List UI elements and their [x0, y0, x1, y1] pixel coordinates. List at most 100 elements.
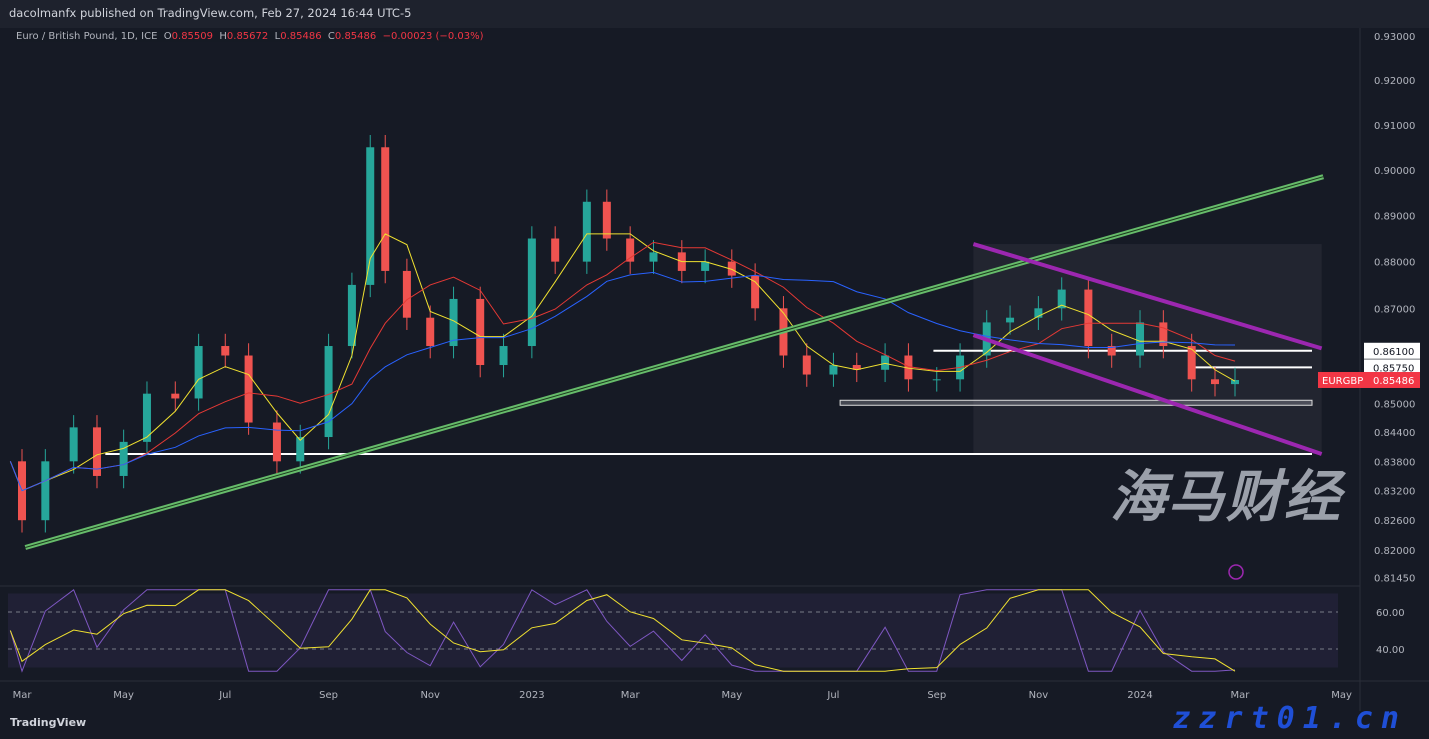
price-label: 0.86100	[1373, 347, 1414, 358]
symbol-legend: Euro / British Pound, 1D, ICE O0.85509 H…	[16, 31, 484, 42]
time-tick-label: 2024	[1127, 690, 1152, 701]
channel-lower-line	[972, 333, 1323, 456]
candle-body	[402, 270, 411, 318]
candle-body	[272, 422, 281, 462]
time-tick-label: Nov	[1029, 690, 1049, 701]
rsi-tick-label: 60.00	[1376, 608, 1405, 619]
candle-body	[881, 355, 890, 370]
ma-200-line	[9, 271, 1235, 492]
candle-body	[649, 252, 658, 262]
watermark-cn: 海马财经	[1110, 465, 1342, 530]
candle-body	[727, 261, 736, 276]
low-label: L	[274, 31, 281, 42]
candle-body	[499, 346, 508, 366]
candle-body	[829, 365, 838, 375]
price-tick-label: 0.85000	[1374, 399, 1415, 410]
candle-body	[347, 284, 356, 347]
candle-body	[527, 238, 536, 347]
price-tick-label: 0.92000	[1374, 76, 1415, 87]
candle-body	[1230, 379, 1239, 385]
tradingview-logo[interactable]: TradingView	[10, 716, 87, 729]
candle-body	[449, 298, 458, 347]
price-tick-label: 0.89000	[1374, 212, 1415, 223]
candle-body	[701, 261, 710, 271]
channel-upper-line	[972, 242, 1323, 351]
price-label-box	[1364, 359, 1420, 376]
candle-body	[142, 393, 151, 442]
symbol-badge-label: EURGBP	[1322, 376, 1363, 387]
candle-body	[69, 427, 78, 462]
candle-body	[1057, 289, 1066, 309]
candle-body	[1006, 317, 1015, 323]
candle-body	[932, 379, 941, 381]
candle-body	[1187, 346, 1196, 380]
high-value: 0.85672	[226, 31, 269, 42]
price-tick-label: 0.84400	[1374, 428, 1415, 439]
candle-body	[194, 346, 203, 399]
time-tick-label: May	[113, 690, 134, 701]
candle-body	[244, 355, 253, 423]
plot-background	[0, 28, 1360, 711]
last-price-badge	[1318, 371, 1420, 388]
lightning-icon	[1228, 564, 1244, 580]
last-price-label: 0.85486	[1373, 376, 1414, 387]
change-value: −0.00023 (−0.03%)	[382, 31, 484, 42]
symbol-title[interactable]: Euro / British Pound, 1D, ICE	[16, 31, 158, 42]
time-tick-label: Mar	[621, 690, 641, 701]
candle-body	[582, 201, 591, 262]
candle-body	[324, 346, 333, 438]
time-tick-label: Mar	[13, 690, 33, 701]
candle-body	[751, 275, 760, 309]
price-label-box	[1364, 342, 1420, 359]
high-label: H	[219, 31, 227, 42]
price-chart[interactable]: 0.93000 0.92000 0.91000 0.90000 0.89000 0.880…	[0, 28, 1429, 711]
open-label: O	[163, 31, 172, 42]
candle-body	[221, 346, 230, 356]
time-tick-label: Sep	[927, 690, 946, 701]
publish-header: dacolmanfx published on TradingView.com,…	[0, 0, 1429, 28]
price-tick-label: 0.87000	[1374, 304, 1415, 315]
candle-body	[426, 317, 435, 347]
candle-body	[41, 461, 50, 521]
time-tick-label: Nov	[420, 690, 440, 701]
candle-body	[626, 238, 635, 262]
time-tick-label: Jul	[218, 690, 231, 701]
time-tick-label: May	[1331, 690, 1352, 701]
candle-body	[296, 437, 305, 462]
watermark-url: zzrt01.cn	[1172, 701, 1407, 736]
candle-body	[1136, 322, 1145, 356]
candle-body	[476, 298, 485, 366]
price-tick-label: 0.82600	[1374, 516, 1415, 527]
candle-body	[171, 393, 180, 399]
candle-body	[381, 147, 390, 271]
candle-body	[852, 365, 861, 370]
candle-body	[802, 355, 811, 375]
rsi-tick-label: 40.00	[1376, 645, 1405, 656]
candle-body	[551, 238, 560, 262]
candle-body	[1034, 308, 1043, 318]
price-tick-label: 0.83200	[1374, 487, 1415, 498]
candle-body	[119, 441, 128, 476]
ma-50-line	[9, 233, 1236, 492]
channel-zone	[973, 244, 1322, 455]
price-label: 0.85750	[1373, 363, 1414, 374]
price-tick-label: 0.88000	[1374, 258, 1415, 269]
price-tick-label: 0.90000	[1374, 166, 1415, 177]
time-tick-label: 2023	[519, 690, 544, 701]
price-tick-label: 0.82000	[1374, 546, 1415, 557]
price-tick-label: 0.81450	[1374, 573, 1415, 584]
close-label: C	[327, 31, 335, 42]
candle-body	[1084, 289, 1093, 347]
price-tick-label: 0.91000	[1374, 121, 1415, 132]
rsi-ma-line	[9, 589, 1236, 672]
candle-body	[1159, 322, 1168, 347]
rsi-band	[8, 593, 1338, 668]
price-tick-label: 0.93000	[1374, 32, 1415, 43]
support-zone	[839, 399, 1313, 406]
ma-100-line	[9, 241, 1236, 492]
time-tick-label: Jul	[826, 690, 839, 701]
candle-body	[602, 201, 611, 239]
candle-body	[904, 355, 913, 380]
green-trendline-center	[25, 176, 1324, 548]
